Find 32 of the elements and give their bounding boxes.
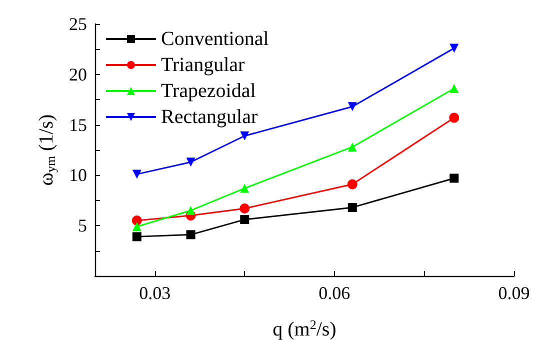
y-tick-label: 15 [69, 114, 87, 135]
point [132, 232, 142, 242]
point [132, 170, 142, 179]
point [240, 184, 250, 193]
x-tick-label: 0.09 [498, 283, 530, 303]
point [348, 102, 357, 112]
point [186, 230, 196, 240]
legend-label: Conventional [161, 28, 270, 50]
y-tick-label: 25 [69, 14, 87, 34]
point [450, 84, 459, 94]
point [347, 179, 358, 190]
point [240, 131, 250, 140]
legend-label: Triangular [161, 54, 246, 76]
point [186, 206, 196, 215]
point [132, 222, 142, 232]
point [186, 158, 196, 167]
x-tick-label: 0.06 [318, 283, 350, 303]
y-tick-label: 10 [69, 165, 87, 186]
x-tick-label: 0.03 [139, 283, 171, 303]
point [449, 112, 460, 123]
point [132, 216, 142, 226]
point [450, 174, 459, 183]
legend-label: Rectangular [161, 106, 258, 128]
point [450, 44, 459, 53]
y-tick-label: 20 [69, 64, 87, 84]
point [348, 202, 357, 212]
point [240, 203, 250, 214]
y-tick-label: 5 [78, 216, 87, 236]
point [348, 142, 357, 152]
y-axis-title: ωym (1/s) [36, 114, 58, 186]
point [240, 215, 250, 224]
legend-label: Trapezoidal [161, 80, 256, 102]
